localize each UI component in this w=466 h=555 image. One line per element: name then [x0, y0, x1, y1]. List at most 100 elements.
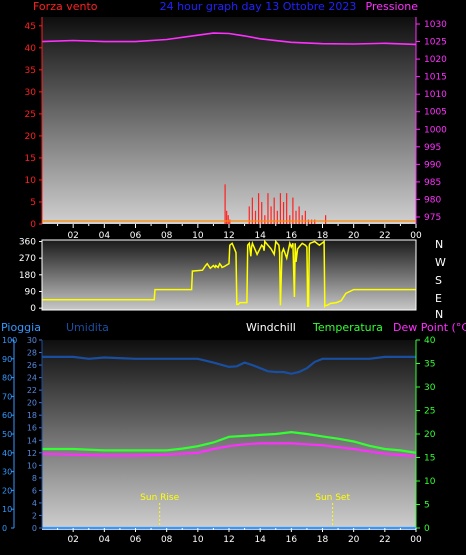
wind-direction-frame — [41, 239, 417, 311]
humidity-tick-label-6: 6 — [32, 486, 37, 495]
wind-pressure-x-ticks: 02 04 06 08 10 12 14 16 18 20 22 00 — [57, 224, 422, 241]
sun-marker-label: Sun Rise — [140, 493, 179, 503]
pressure-tick-label-1005: 1005 — [424, 108, 447, 118]
wind-tick-label-15: 15 — [25, 154, 36, 164]
x-tick-label-14: 14 — [254, 231, 266, 241]
direction-series — [42, 239, 416, 309]
humidity-axis-label: Umidita — [66, 321, 109, 334]
x-tick-label-20: 20 — [348, 231, 360, 241]
humidity-tick-label-24: 24 — [27, 374, 37, 383]
temperature-tick-label-35: 35 — [424, 360, 435, 370]
sun-marker-label: Sun Set — [315, 493, 350, 503]
pressure-tick-label-985: 985 — [424, 178, 441, 188]
rain-tick-label-50: 50 — [2, 430, 12, 439]
rain-tick-label-100: 100 — [2, 336, 17, 345]
rain-tick-label-30: 30 — [2, 468, 12, 477]
wind-pressure-plot-area — [42, 17, 416, 224]
rain-tick-label-10: 10 — [2, 505, 12, 514]
x-tick-label-00: 00 — [410, 535, 422, 545]
graph-title: 24 hour graph day 13 Ottobre 2023 — [160, 0, 357, 13]
wind-tick-label-45: 45 — [25, 22, 36, 32]
humidity-tick-label-18: 18 — [27, 411, 37, 420]
x-tick-label-08: 08 — [161, 231, 173, 241]
humidity-tick-label-14: 14 — [27, 436, 37, 445]
temperature-tick-label-30: 30 — [424, 383, 436, 393]
humidity-line — [42, 355, 416, 375]
compass-label-s: S — [435, 274, 442, 287]
wind-axis-label: Forza vento — [33, 0, 98, 13]
wind-tick-label-10: 10 — [25, 176, 37, 186]
x-tick-label-22: 22 — [379, 231, 390, 241]
temperature-axis-ticks: 0 5 10 15 20 25 30 35 40 — [416, 336, 436, 534]
x-tick-label-08: 08 — [161, 535, 173, 545]
temperature-tick-label-5: 5 — [424, 501, 430, 511]
temperature-tick-label-15: 15 — [424, 454, 435, 464]
wind-tick-label-0: 0 — [30, 220, 36, 230]
temperature-x-ticks: 02 04 06 08 10 12 14 16 18 20 22 00 — [57, 528, 422, 545]
wind-tick-label-30: 30 — [25, 88, 37, 98]
pressure-tick-label-995: 995 — [424, 143, 441, 153]
humidity-tick-label-2: 2 — [32, 511, 37, 520]
x-tick-label-02: 02 — [67, 535, 78, 545]
wind-axis-ticks: 0 5 10 15 20 25 30 35 40 45 — [25, 22, 42, 230]
humidity-tick-label-10: 10 — [27, 461, 37, 470]
rain-tick-label-80: 80 — [2, 374, 12, 383]
pressure-axis-ticks: 975 980 985 990 995 1000 1005 1010 1015 1020 1025 1… — [416, 20, 447, 223]
sun-annotations: Sun Rise Sun Set — [140, 493, 350, 528]
rain-tick-label-0: 0 — [2, 524, 7, 533]
humidity-tick-label-12: 12 — [27, 449, 37, 458]
humidity-tick-label-8: 8 — [32, 474, 37, 483]
legend-temperatura: Temperatura — [312, 321, 383, 334]
x-tick-label-16: 16 — [286, 231, 298, 241]
humidity-tick-label-4: 4 — [32, 499, 37, 508]
wind-tick-label-5: 5 — [30, 198, 36, 208]
x-tick-label-20: 20 — [348, 535, 360, 545]
temperature-tick-label-10: 10 — [424, 477, 436, 487]
direction-tick-label-0: 0 — [30, 304, 36, 314]
temperature-tick-label-0: 0 — [424, 524, 430, 534]
rain-axis-label: Pioggia — [1, 321, 41, 334]
humidity-tick-label-22: 22 — [27, 386, 37, 395]
humidity-tick-label-20: 20 — [27, 399, 37, 408]
wind-pressure-series — [41, 32, 417, 224]
humidity-tick-label-28: 28 — [27, 349, 37, 358]
humidity-tick-label-0: 0 — [32, 524, 37, 533]
rain-tick-label-90: 90 — [2, 355, 12, 364]
temperature-tick-label-25: 25 — [424, 407, 435, 417]
direction-line — [42, 239, 416, 309]
x-tick-label-02: 02 — [67, 231, 78, 241]
pressure-tick-label-990: 990 — [424, 160, 441, 170]
compass-label-n: N — [435, 238, 443, 251]
pressure-tick-label-975: 975 — [424, 213, 441, 223]
x-tick-label-10: 10 — [192, 535, 204, 545]
legend-windchill: Windchill — [246, 321, 296, 334]
temperature-tick-label-20: 20 — [424, 430, 436, 440]
x-tick-label-18: 18 — [317, 231, 329, 241]
direction-axis-ticks: 0 90 180 270 360 — [19, 237, 42, 314]
pressure-tick-label-1020: 1020 — [424, 55, 447, 65]
compass-label-e: E — [435, 292, 442, 305]
rain-tick-label-40: 40 — [2, 449, 12, 458]
x-tick-label-06: 06 — [130, 231, 142, 241]
x-tick-label-10: 10 — [192, 231, 204, 241]
x-tick-label-06: 06 — [130, 535, 142, 545]
x-tick-label-14: 14 — [254, 535, 266, 545]
pressure-tick-label-1000: 1000 — [424, 125, 447, 135]
x-tick-label-18: 18 — [317, 535, 329, 545]
x-tick-label-04: 04 — [99, 231, 111, 241]
x-tick-label-22: 22 — [379, 535, 390, 545]
pressure-tick-label-1010: 1010 — [424, 90, 447, 100]
humidity-tick-label-16: 16 — [27, 424, 37, 433]
x-tick-label-12: 12 — [223, 231, 234, 241]
rain-tick-label-60: 60 — [2, 411, 12, 420]
pressure-tick-label-1025: 1025 — [424, 38, 447, 48]
temperature-tick-label-40: 40 — [424, 336, 436, 346]
pressure-line — [41, 32, 417, 46]
wind-tick-label-35: 35 — [25, 66, 36, 76]
direction-tick-label-180: 180 — [19, 271, 36, 281]
